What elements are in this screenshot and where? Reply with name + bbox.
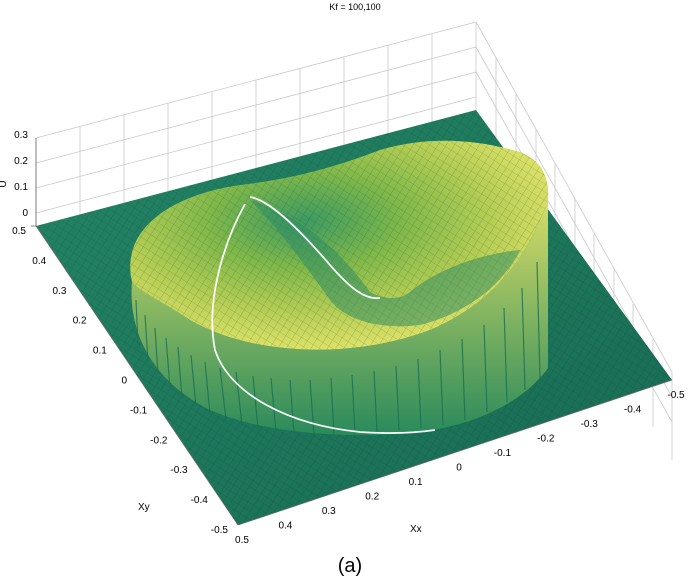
y-axis-label: Xy — [138, 502, 150, 513]
x-tick-labels: 0.5 0.4 0.3 0.2 0.1 0 -0.1 -0.2 -0.3 -0.4 -0.5 — [235, 390, 685, 546]
y-tick-label: 0.2 — [73, 316, 87, 327]
x-tick-label: -0.1 — [494, 448, 512, 459]
z-tick-label: 0 — [22, 208, 28, 219]
trajectory-path — [211, 196, 436, 434]
x-tick-label: -0.3 — [581, 419, 599, 430]
x-tick-label: 0.4 — [278, 521, 292, 532]
x-axis-label: Xx — [410, 524, 422, 535]
y-tick-label: 0.1 — [93, 346, 107, 357]
z-axis-label: U — [0, 180, 9, 187]
x-tick-label: -0.2 — [537, 434, 555, 445]
x-tick-label: 0.3 — [322, 506, 336, 517]
y-tick-label: -0.4 — [191, 495, 209, 506]
y-tick-label: 0 — [121, 376, 127, 387]
x-tick-label: 0.2 — [365, 492, 379, 503]
z-tick-label: 0.3 — [14, 130, 28, 141]
wall-spikes — [135, 261, 541, 436]
surface-wall — [131, 200, 549, 436]
y-tick-label: 0.4 — [32, 256, 46, 267]
y-tick-labels: 0.5 0.4 0.3 0.2 0.1 0 -0.1 -0.2 -0.3 -0.4 -0.5 — [12, 226, 228, 536]
figure-caption: (a) — [338, 555, 362, 577]
x-tick-label: -0.5 — [667, 390, 685, 401]
y-tick-label: 0.3 — [52, 286, 66, 297]
y-tick-label: -0.1 — [130, 405, 148, 416]
axis-box — [31, 138, 673, 526]
y-tick-label: 0.5 — [12, 226, 26, 237]
x-tick-label: 0.1 — [409, 477, 423, 488]
z-tick-label: 0.2 — [14, 156, 28, 167]
surface-trough — [250, 200, 520, 327]
x-tick-label: 0.5 — [235, 535, 249, 546]
y-tick-label: -0.2 — [150, 435, 168, 446]
chart-title: Kf = 100,100 — [329, 2, 380, 12]
x-tick-label: 0 — [456, 463, 462, 474]
x-tick-label: -0.4 — [624, 405, 642, 416]
y-tick-label: -0.3 — [170, 465, 188, 476]
z-tick-label: 0.1 — [14, 182, 28, 193]
z-tick-labels: 0.3 0.2 0.1 0 — [14, 130, 28, 219]
y-tick-label: -0.5 — [211, 525, 229, 536]
